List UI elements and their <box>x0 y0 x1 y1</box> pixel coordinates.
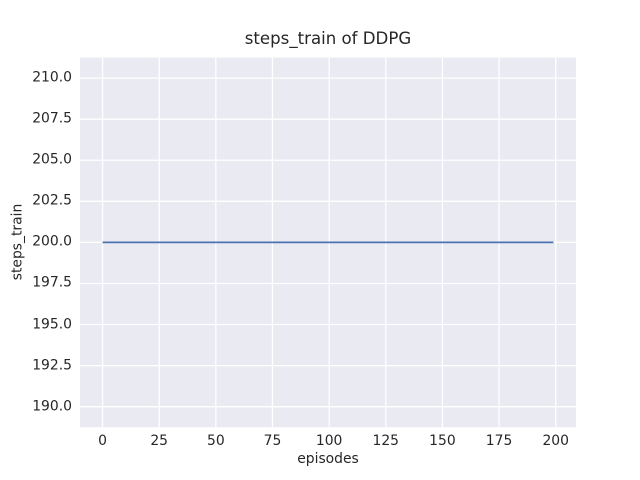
y-tick-label: 192.5 <box>32 357 72 374</box>
x-tick-label: 50 <box>206 433 225 449</box>
x-tick-label: 100 <box>315 433 343 449</box>
y-tick-label: 190.0 <box>32 398 72 415</box>
y-tick-label: 197.5 <box>32 274 72 291</box>
y-tick-label: 210.0 <box>32 69 72 86</box>
x-tick-label: 125 <box>372 433 400 449</box>
y-tick-label: 195.0 <box>32 316 72 333</box>
y-tick-label: 207.5 <box>32 110 72 127</box>
x-tick-label: 0 <box>98 433 107 449</box>
x-tick-label: 150 <box>429 433 456 449</box>
y-tick-label: 200.0 <box>32 233 72 250</box>
x-axis-label: episodes <box>297 451 359 467</box>
y-tick-label: 205.0 <box>32 151 72 168</box>
y-tick-label: 202.5 <box>32 192 72 209</box>
chart-title: steps_train of DDPG <box>244 29 412 48</box>
x-tick-label: 175 <box>485 433 513 449</box>
x-tick-label: 200 <box>542 433 569 449</box>
x-tick-label: 25 <box>150 433 169 449</box>
y-axis-label: steps_train <box>9 203 26 281</box>
x-tick-label: 75 <box>263 433 282 449</box>
